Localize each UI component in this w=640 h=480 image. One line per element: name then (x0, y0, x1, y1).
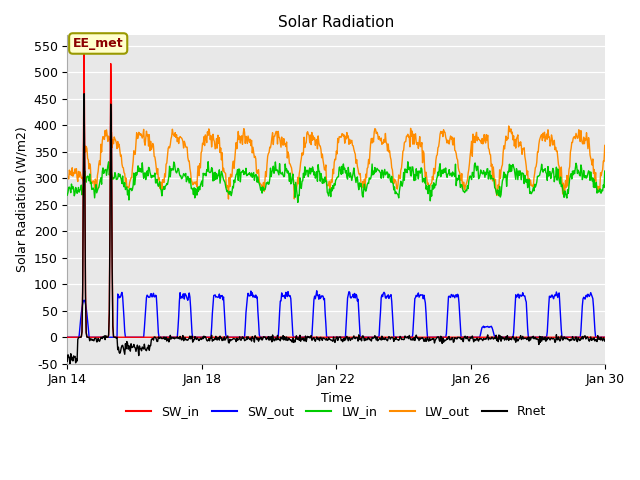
Y-axis label: Solar Radiation (W/m2): Solar Radiation (W/m2) (15, 127, 28, 273)
Title: Solar Radiation: Solar Radiation (278, 15, 394, 30)
Text: EE_met: EE_met (73, 37, 124, 50)
X-axis label: Time: Time (321, 392, 352, 405)
Legend: SW_in, SW_out, LW_in, LW_out, Rnet: SW_in, SW_out, LW_in, LW_out, Rnet (122, 400, 551, 423)
